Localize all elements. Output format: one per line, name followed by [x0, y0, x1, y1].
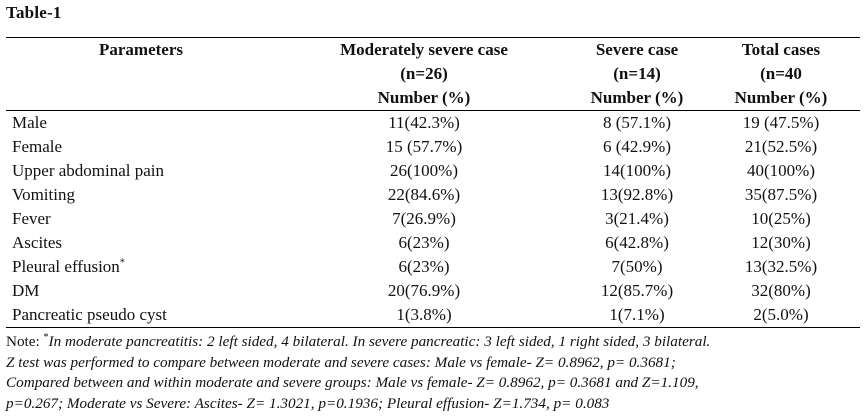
parameter-label: Male [12, 113, 47, 132]
parameter-label: DM [12, 281, 40, 300]
data-table: Parameters Moderately severe case Severe… [6, 37, 860, 328]
parameter-label: Female [12, 137, 63, 156]
cell-severe: 6(42.8%) [605, 233, 669, 252]
parameter-label: Ascites [12, 233, 63, 252]
cell-moderate: 1(3.8%) [276, 303, 572, 328]
cell-parameter: Pleural effusion* [6, 255, 276, 279]
header-total: Total cases [702, 37, 860, 62]
cell-severe: 3(21.4%) [605, 209, 669, 228]
cell-moderate: 6(23%) [398, 233, 450, 252]
table-title: Table-1 [6, 3, 62, 22]
parameter-label: Upper abdominal pain [12, 161, 165, 180]
header-severe-n: (n=14) [613, 64, 661, 83]
cell-parameter: Ascites [6, 231, 276, 255]
cell-parameter: Vomiting [6, 183, 276, 207]
parameter-label: Fever [12, 209, 51, 228]
cell-severe: 13(92.8%) [600, 185, 674, 204]
cell-moderate: 15 (57.7%) [385, 137, 463, 156]
cell-severe: 12(85.7%) [600, 281, 674, 300]
table-row: Upper abdominal pain 26(100%) 14(100%) 40(1… [6, 159, 860, 183]
header-moderate-unit: Number (%) [276, 86, 572, 111]
cell-total: 21(52.5%) [744, 137, 818, 156]
cell-moderate: 6(23%) [398, 257, 450, 276]
note-line-2: Z test was performed to compare between … [6, 353, 676, 371]
cell-parameter: Upper abdominal pain [6, 159, 276, 183]
header-moderate: Moderately severe case [276, 37, 572, 62]
header-moderate-n: (n=26) [400, 64, 448, 83]
parameter-label: Pancreatic pseudo cyst [12, 305, 167, 324]
table-row: Pleural effusion* 6(23%) 7(50%) 13(32.5%) [6, 255, 860, 279]
table-row: Male 11(42.3%) 8 (57.1%) 19 (47.5%) [6, 111, 860, 136]
cell-severe: 6 (42.9%) [603, 137, 671, 156]
cell-parameter: DM [6, 279, 276, 303]
cell-moderate: 20(76.9%) [387, 281, 461, 300]
table-row: Vomiting 22(84.6%) 13(92.8%) 35(87.5%) [6, 183, 860, 207]
cell-parameter: Fever [6, 207, 276, 231]
cell-total: 13(32.5%) [744, 257, 818, 276]
cell-parameter: Female [6, 135, 276, 159]
note-line-3: Compared between and within moderate and… [6, 374, 699, 391]
header-severe-unit: Number (%) [572, 86, 702, 111]
cell-total: 12(30%) [751, 233, 811, 252]
header-parameters-line3 [6, 86, 276, 111]
cell-moderate: 7(26.9%) [392, 209, 456, 228]
header-severe: Severe case [572, 37, 702, 62]
note-text-1: In moderate pancreatitis: 2 left sided, … [48, 333, 711, 350]
parameter-label: Pleural effusion [12, 257, 120, 276]
header-total-n: (n=40 [760, 64, 802, 83]
table-row: Fever 7(26.9%) 3(21.4%) 10(25%) [6, 207, 860, 231]
cell-moderate: 11(42.3%) [388, 113, 460, 132]
footnote-marker: * [119, 257, 125, 269]
cell-total: 19 (47.5%) [742, 113, 820, 132]
cell-total: 2(5.0%) [702, 303, 860, 328]
table-body: Male 11(42.3%) 8 (57.1%) 19 (47.5%) Female 15… [6, 111, 860, 328]
cell-moderate: 26(100%) [390, 161, 458, 180]
cell-total: 40(100%) [747, 161, 815, 180]
note-footnote-marker: * [43, 331, 49, 343]
table-row: Pancreatic pseudo cyst 1(3.8%) 1(7.1%) 2(5.… [6, 303, 860, 328]
table-header: Parameters Moderately severe case Severe… [6, 37, 860, 111]
cell-total: 10(25%) [751, 209, 811, 228]
cell-total: 32(80%) [751, 281, 811, 300]
cell-severe: 1(7.1%) [572, 303, 702, 328]
table-row: Ascites 6(23%) 6(42.8%) 12(30%) [6, 231, 860, 255]
cell-total: 35(87.5%) [744, 185, 818, 204]
table-row: DM 20(76.9%) 12(85.7%) 32(80%) [6, 279, 860, 303]
note-line-1: Note: *In moderate pancreatitis: 2 left … [6, 332, 862, 353]
cell-parameter: Pancreatic pseudo cyst [6, 303, 276, 328]
note-line-4: p=0.267; Moderate vs Severe: Ascites- Z=… [6, 394, 610, 412]
cell-severe: 8 (57.1%) [603, 113, 671, 132]
table-note: Note: *In moderate pancreatitis: 2 left … [6, 332, 862, 414]
cell-parameter: Male [6, 111, 276, 136]
header-parameters-line2 [6, 62, 276, 86]
parameter-label: Vomiting [12, 185, 75, 204]
header-parameters: Parameters [6, 37, 276, 62]
note-label: Note: [6, 333, 40, 350]
table-row: Female 15 (57.7%) 6 (42.9%) 21(52.5%) [6, 135, 860, 159]
cell-severe: 7(50%) [611, 257, 663, 276]
cell-moderate: 22(84.6%) [387, 185, 461, 204]
cell-severe: 14(100%) [603, 161, 671, 180]
header-total-unit: Number (%) [702, 86, 860, 111]
